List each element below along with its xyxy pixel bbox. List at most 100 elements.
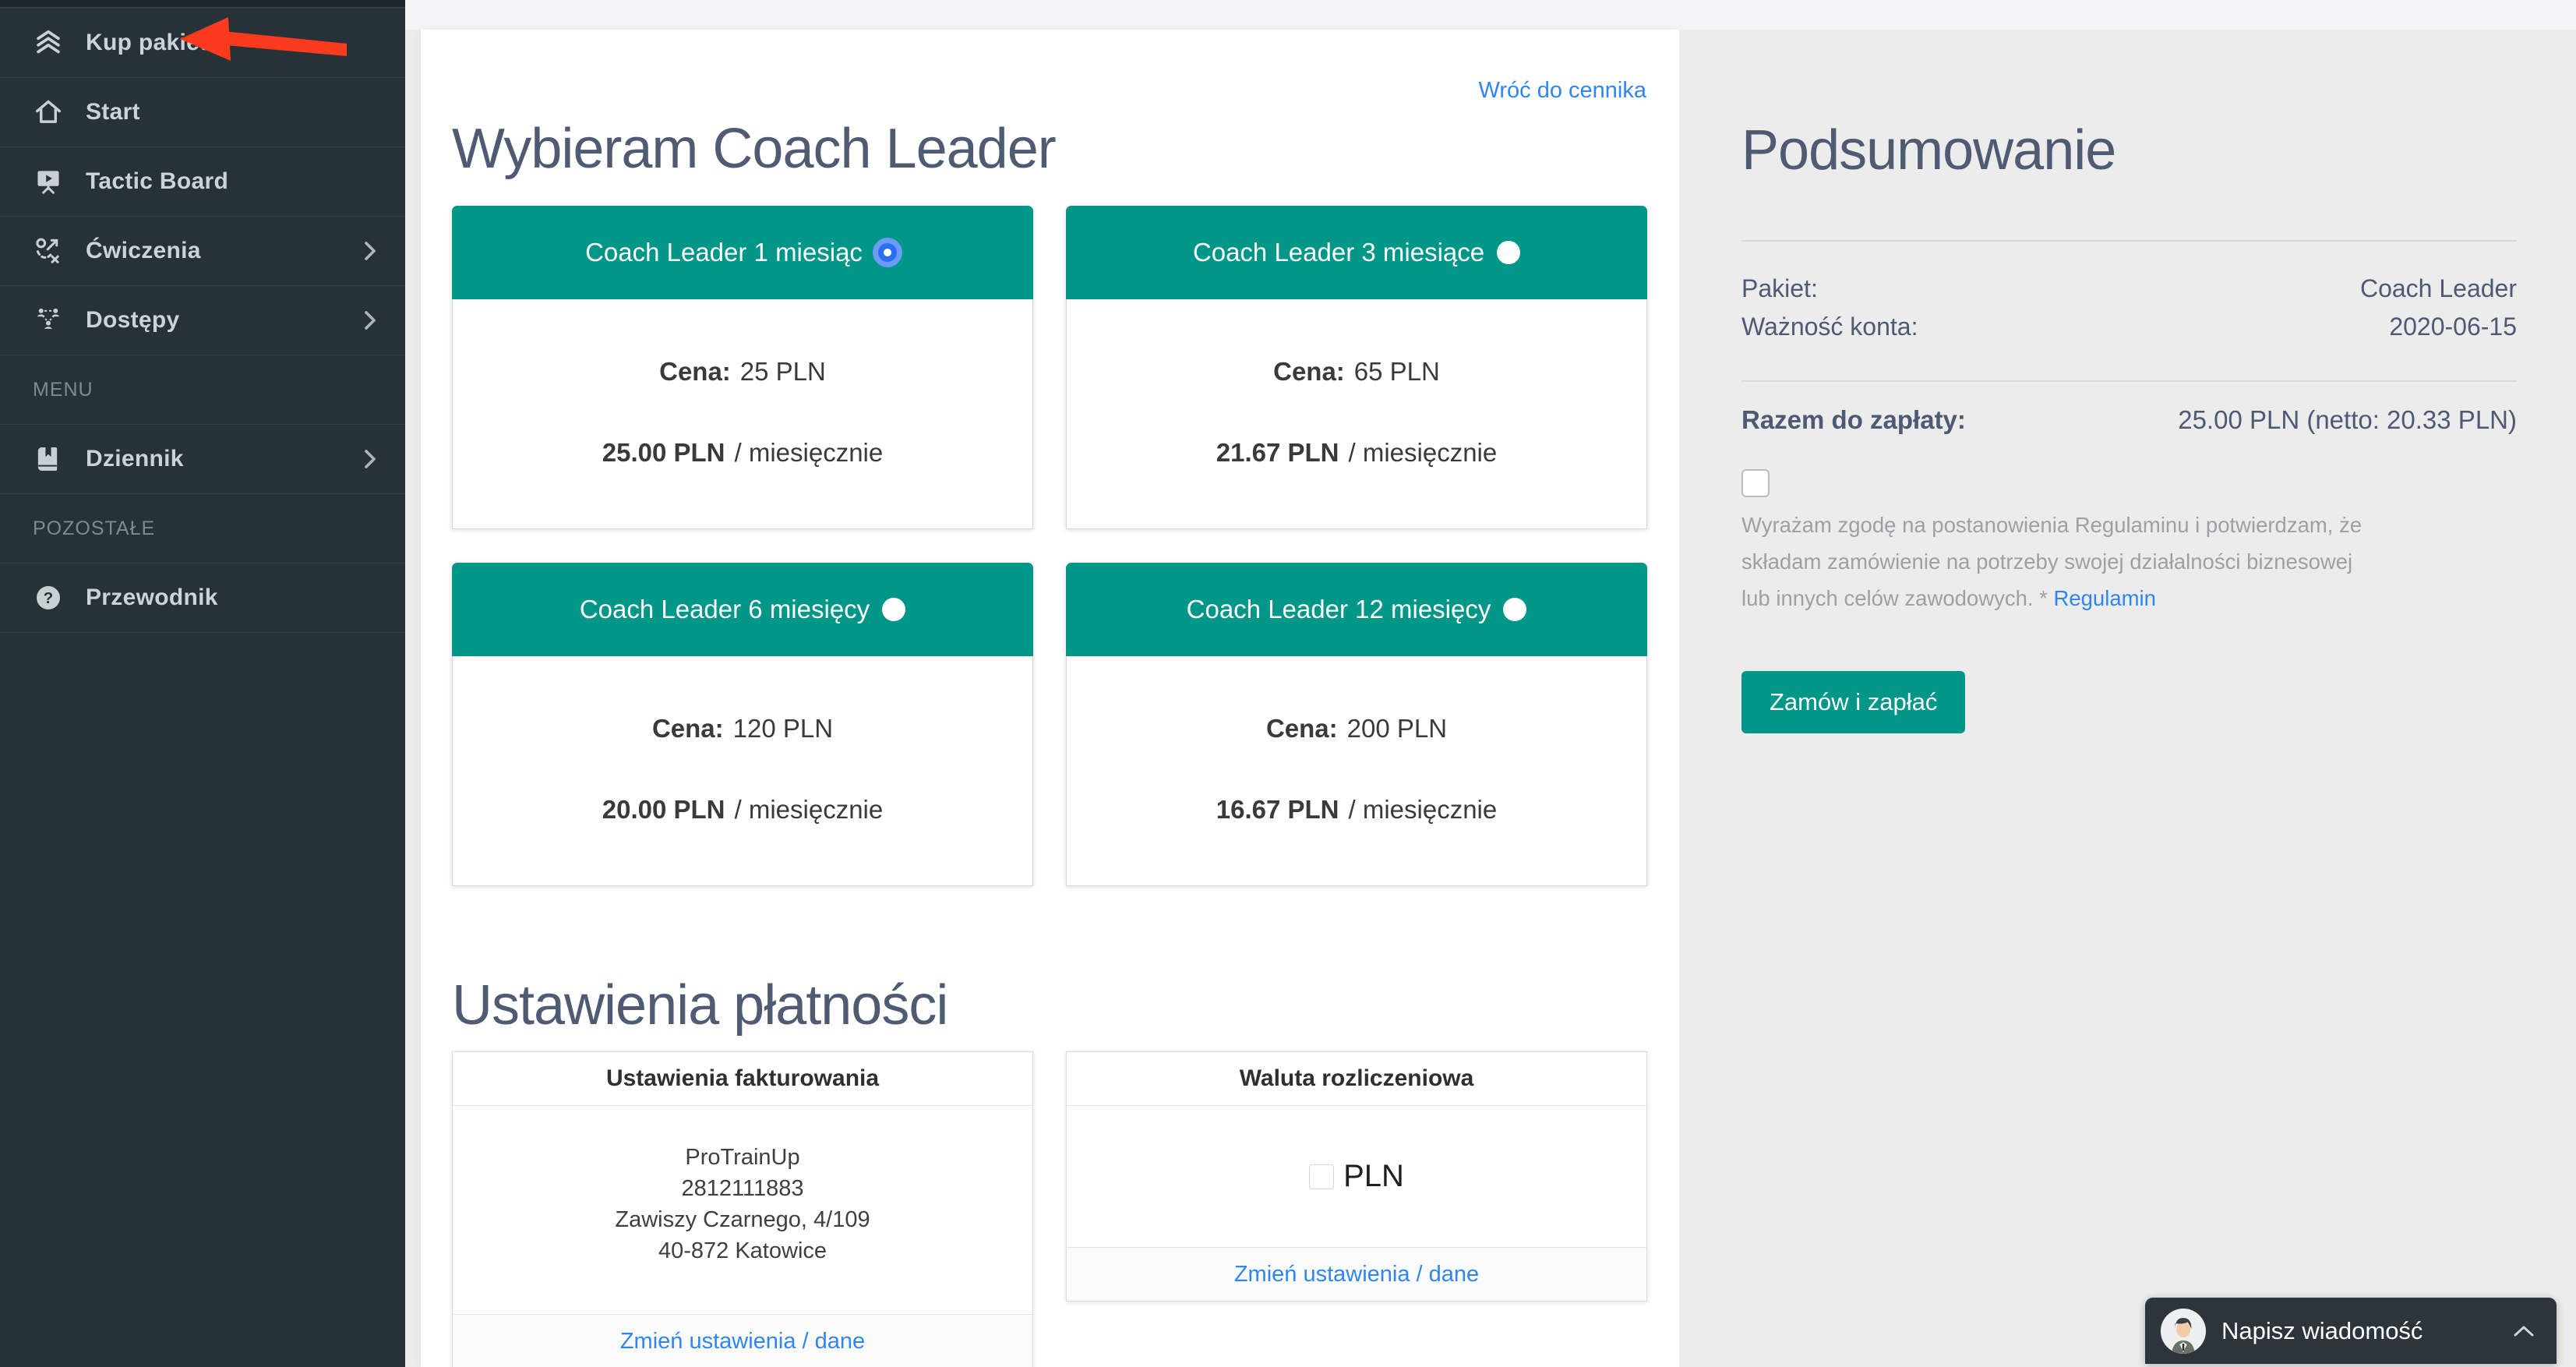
package-cards-grid: Coach Leader 1 miesiąc Cena: 25 PLN 25.0… — [452, 206, 1648, 886]
sidebar: Kup pakiet Start Tactic Board — [0, 0, 405, 1367]
sidebar-item-start[interactable]: Start — [0, 77, 405, 147]
package-name: Coach Leader 12 miesięcy — [1186, 595, 1491, 623]
package-card-body: Cena: 65 PLN 21.67 PLN / miesięcznie — [1066, 299, 1647, 529]
main-panel: Wróć do cennika Wybieram Coach Leader Co… — [421, 30, 1679, 1367]
package-card-header[interactable]: Coach Leader 12 miesięcy — [1066, 563, 1647, 656]
radio-unselected-icon[interactable] — [882, 598, 906, 621]
sidebar-item-label: Kup pakiet — [86, 30, 208, 55]
package-price-line: Cena: 120 PLN — [652, 714, 833, 744]
billing-company: ProTrainUp — [685, 1145, 800, 1170]
sidebar-item-dostepy[interactable]: Dostępy — [0, 285, 405, 355]
chat-widget-bar[interactable]: Napisz wiadomość — [2145, 1298, 2557, 1364]
change-currency-settings-link[interactable]: Zmień ustawienia / dane — [1233, 1261, 1480, 1287]
home-icon — [33, 97, 64, 128]
package-price-line: Cena: 25 PLN — [659, 357, 826, 387]
currency-code: PLN — [1343, 1159, 1404, 1193]
package-monthly-line: 25.00 PLN / miesięcznie — [602, 438, 883, 468]
sidebar-item-tactic-board[interactable]: Tactic Board — [0, 147, 405, 216]
sidebar-item-label: Start — [86, 99, 140, 125]
total-label: Razem do zapłaty: — [1741, 405, 1966, 434]
total-value: 25.00 PLN (netto: 20.33 PLN) — [2178, 405, 2517, 434]
chevron-right-icon — [362, 309, 379, 332]
page-title: Wybieram Coach Leader — [452, 118, 1057, 180]
summary-title: Podsumowanie — [1741, 119, 2116, 182]
sidebar-section-menu: MENU — [0, 355, 405, 424]
sidebar-item-kup-pakiet[interactable]: Kup pakiet — [0, 8, 405, 77]
summary-panel: Podsumowanie Pakiet: Coach Leader Ważnoś… — [1679, 30, 2576, 1367]
payment-cards-grid: Ustawienia fakturowania ProTrainUp 28121… — [452, 1051, 1648, 1367]
billing-tax-id: 2812111883 — [681, 1176, 804, 1201]
package-monthly-line: 16.67 PLN / miesięcznie — [1216, 795, 1497, 825]
package-card-body: Cena: 120 PLN 20.00 PLN / miesięcznie — [452, 656, 1033, 886]
package-card-header[interactable]: Coach Leader 6 miesięcy — [452, 563, 1033, 656]
chat-label: Napisz wiadomość — [2221, 1316, 2423, 1344]
package-card-6-months: Coach Leader 6 miesięcy Cena: 120 PLN 20… — [452, 563, 1033, 886]
per-month-label: / miesięcznie — [1348, 438, 1498, 467]
chevron-right-icon — [362, 447, 379, 471]
summary-rows: Pakiet: Coach Leader Ważność konta: 2020… — [1741, 270, 2517, 346]
sidebar-item-label: Przewodnik — [86, 585, 218, 610]
radio-unselected-icon[interactable] — [1503, 598, 1527, 621]
package-monthly-line: 20.00 PLN / miesięcznie — [602, 795, 883, 825]
price-label: Cena: — [651, 714, 724, 743]
price-label: Cena: — [1265, 714, 1338, 743]
monthly-value: 21.67 PLN — [1216, 438, 1339, 467]
summary-row-package: Pakiet: Coach Leader — [1741, 270, 2517, 308]
order-and-pay-button[interactable]: Zamów i zapłać — [1741, 671, 1966, 733]
poland-flag-icon — [1309, 1164, 1335, 1189]
currency-card-body: PLN — [1067, 1106, 1646, 1247]
package-card-body: Cena: 25 PLN 25.00 PLN / miesięcznie — [452, 299, 1033, 529]
summary-row-value: 2020-06-15 — [2389, 313, 2517, 341]
package-card-1-month: Coach Leader 1 miesiąc Cena: 25 PLN 25.0… — [452, 206, 1033, 529]
summary-row-label: Ważność konta: — [1741, 313, 1918, 341]
monthly-value: 16.67 PLN — [1216, 795, 1339, 824]
package-card-body: Cena: 200 PLN 16.67 PLN / miesięcznie — [1066, 656, 1647, 886]
chevrons-up-icon — [33, 27, 64, 58]
sidebar-item-dziennik[interactable]: Dziennik — [0, 424, 405, 493]
package-card-header[interactable]: Coach Leader 3 miesiące — [1066, 206, 1647, 299]
summary-divider — [1741, 380, 2517, 382]
currency-card-title: Waluta rozliczeniowa — [1067, 1052, 1646, 1106]
currency-card: Waluta rozliczeniowa PLN Zmień ustawieni… — [1066, 1051, 1647, 1302]
terms-checkbox[interactable] — [1741, 469, 1770, 497]
per-month-label: / miesięcznie — [1348, 795, 1498, 824]
price-value: 25 PLN — [739, 357, 826, 386]
price-label: Cena: — [1273, 357, 1345, 386]
sidebar-section-pozostale: POZOSTAŁE — [0, 493, 405, 563]
price-label: Cena: — [659, 357, 731, 386]
summary-row-validity: Ważność konta: 2020-06-15 — [1741, 308, 2517, 346]
question-circle-icon: ? — [33, 582, 64, 613]
presentation-board-icon — [33, 166, 64, 197]
radio-unselected-icon[interactable] — [1497, 241, 1521, 264]
consent-body: Wyrażam zgodę na postanowienia Regulamin… — [1741, 513, 2363, 610]
chevron-right-icon — [362, 239, 379, 263]
monthly-value: 25.00 PLN — [602, 438, 725, 467]
monthly-value: 20.00 PLN — [602, 795, 725, 824]
sidebar-item-cwiczenia[interactable]: Ćwiczenia — [0, 216, 405, 285]
payment-settings-title: Ustawienia płatności — [452, 974, 948, 1037]
price-value: 120 PLN — [732, 714, 834, 743]
sidebar-item-label: Tactic Board — [86, 168, 229, 194]
regulamin-link[interactable]: Regulamin — [2053, 586, 2156, 610]
required-asterisk: * — [2039, 586, 2048, 610]
back-to-pricing-link[interactable]: Wróć do cennika — [1478, 78, 1646, 103]
per-month-label: / miesięcznie — [734, 438, 884, 467]
book-icon — [33, 443, 64, 475]
summary-total-row: Razem do zapłaty: 25.00 PLN (netto: 20.3… — [1741, 405, 2517, 435]
sidebar-item-label: Ćwiczenia — [86, 238, 201, 263]
billing-card-title: Ustawienia fakturowania — [453, 1052, 1032, 1106]
change-billing-settings-link[interactable]: Zmień ustawienia / dane — [619, 1328, 866, 1354]
sidebar-top-strip — [0, 0, 405, 8]
sidebar-item-przewodnik[interactable]: ? Przewodnik — [0, 563, 405, 632]
chevron-up-icon[interactable] — [2513, 1324, 2535, 1338]
support-avatar — [2161, 1308, 2206, 1354]
summary-row-value: Coach Leader — [2359, 274, 2517, 302]
package-price-line: Cena: 65 PLN — [1273, 357, 1440, 387]
sidebar-item-label: Dostępy — [86, 307, 180, 333]
package-price-line: Cena: 200 PLN — [1266, 714, 1447, 744]
radio-selected-icon[interactable] — [877, 243, 897, 262]
package-card-header[interactable]: Coach Leader 1 miesiąc — [452, 206, 1033, 299]
billing-settings-card: Ustawienia fakturowania ProTrainUp 28121… — [452, 1051, 1033, 1367]
price-value: 200 PLN — [1346, 714, 1448, 743]
currency-card-footer: Zmień ustawienia / dane — [1067, 1247, 1646, 1301]
